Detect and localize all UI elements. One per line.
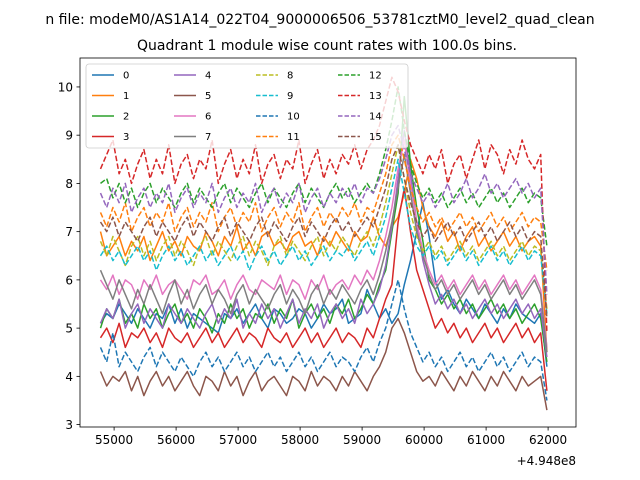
series-line-7 [99,153,548,353]
series-line-0 [99,201,548,367]
x-tick-label: 62000 [529,433,567,447]
y-tick-label: 8 [65,177,73,191]
y-tick-label: 9 [65,129,73,143]
legend-label-7: 7 [205,132,211,143]
y-tick-label: 10 [58,80,73,94]
series-line-8 [99,144,548,309]
x-tick-label: 55000 [95,433,133,447]
x-axis-offset-label: +4.948e8 [517,454,576,468]
y-tick-label: 4 [65,370,73,384]
x-tick-label: 58000 [281,433,319,447]
x-axis: 55000 56000 57000 58000 59000 60000 61000 62000 [95,427,567,447]
plot-area [79,57,577,428]
y-tick-label: 6 [65,273,73,287]
x-tick-label: 57000 [219,433,257,447]
legend-label-1: 1 [123,91,129,102]
series-line-3 [99,187,548,391]
series-line-4 [99,129,548,358]
series-line-14 [99,124,548,295]
y-tick-label: 7 [65,225,73,239]
legend-label-13: 13 [369,91,382,102]
series-line-9 [99,158,548,314]
series-line-10 [99,279,548,401]
axes-frame [79,57,577,428]
x-tick-label: 61000 [467,433,505,447]
chart-title: Quadrant 1 module wise count rates with … [137,38,517,54]
series-line-12 [100,86,548,247]
legend-label-14: 14 [369,112,382,123]
legend-label-3: 3 [123,132,129,143]
series-line-13 [99,76,548,333]
legend-label-12: 12 [369,71,382,82]
x-tick-label: 56000 [157,433,195,447]
y-axis: 3 4 5 6 7 8 9 10 [58,80,80,432]
y-tick-label: 3 [65,418,73,432]
series-line-5 [99,317,548,411]
x-tick-label: 59000 [343,433,381,447]
legend-label-9: 9 [287,91,293,102]
series-lines [99,76,548,411]
legend-label-15: 15 [369,132,382,143]
y-tick-label: 5 [65,322,73,336]
legend-label-0: 0 [123,71,129,82]
legend-label-8: 8 [287,71,293,82]
legend-label-11: 11 [287,132,300,143]
series-line-11 [99,134,548,271]
x-tick-label: 60000 [405,433,443,447]
legend-label-2: 2 [123,112,129,123]
legend-box [85,63,409,149]
legend-label-10: 10 [287,112,300,123]
legend-label-6: 6 [205,112,211,123]
series-line-15 [99,144,548,319]
figure-suptitle: n file: modeM0/AS1A14_022T04_9000006506_… [45,12,594,28]
series-line-1 [99,158,548,353]
series-line-2 [99,95,548,363]
legend-label-5: 5 [205,91,211,102]
legend-label-4: 4 [205,71,211,82]
